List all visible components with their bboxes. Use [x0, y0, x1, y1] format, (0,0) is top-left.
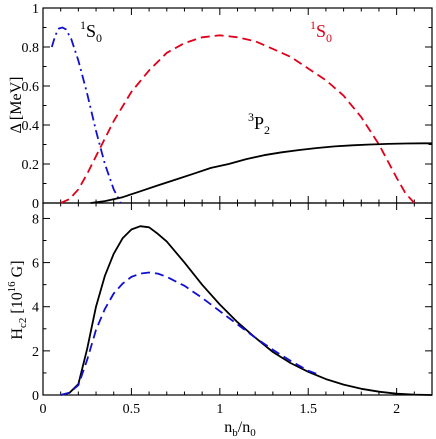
- label-3P2: 3P2: [248, 110, 270, 137]
- x-tick-label: 1.5: [299, 402, 317, 417]
- x-axis-label: nb/n0: [224, 419, 256, 439]
- x-tick-label: 1: [216, 402, 223, 417]
- x-tick-label: 0: [40, 402, 47, 417]
- top-series-pS0: [60, 34, 415, 204]
- bottom-series-blue: [60, 271, 318, 396]
- y-tick-label: 6: [32, 257, 39, 272]
- label-1S0-proton: 1S0: [310, 18, 332, 45]
- y-tick-label: 0: [32, 389, 39, 404]
- label-1S0-neutron: 1S0: [80, 18, 102, 45]
- y-tick-label: 0.8: [22, 41, 40, 56]
- y-tick-label: 2: [32, 345, 39, 360]
- bottom-y-axis-label: Hc2 [1016 G]: [6, 260, 29, 339]
- y-tick-label: 0.6: [22, 80, 40, 95]
- y-tick-label: 0.2: [22, 158, 40, 173]
- y-tick-label: 0: [32, 197, 39, 212]
- bottom-panel-frame: [42, 202, 433, 396]
- top-series-nP2: [90, 142, 432, 204]
- top-series-nS0: [50, 26, 122, 204]
- y-tick-label: 1: [32, 2, 39, 17]
- top-y-axis-label: Δ [MeV]: [8, 77, 25, 134]
- x-tick-label: 0.5: [123, 402, 141, 417]
- bottom-series-black: [60, 225, 433, 396]
- y-tick-label: 0.4: [22, 119, 40, 134]
- y-tick-label: 4: [32, 301, 39, 316]
- x-tick-label: 2: [393, 402, 400, 417]
- y-tick-label: 8: [32, 212, 39, 227]
